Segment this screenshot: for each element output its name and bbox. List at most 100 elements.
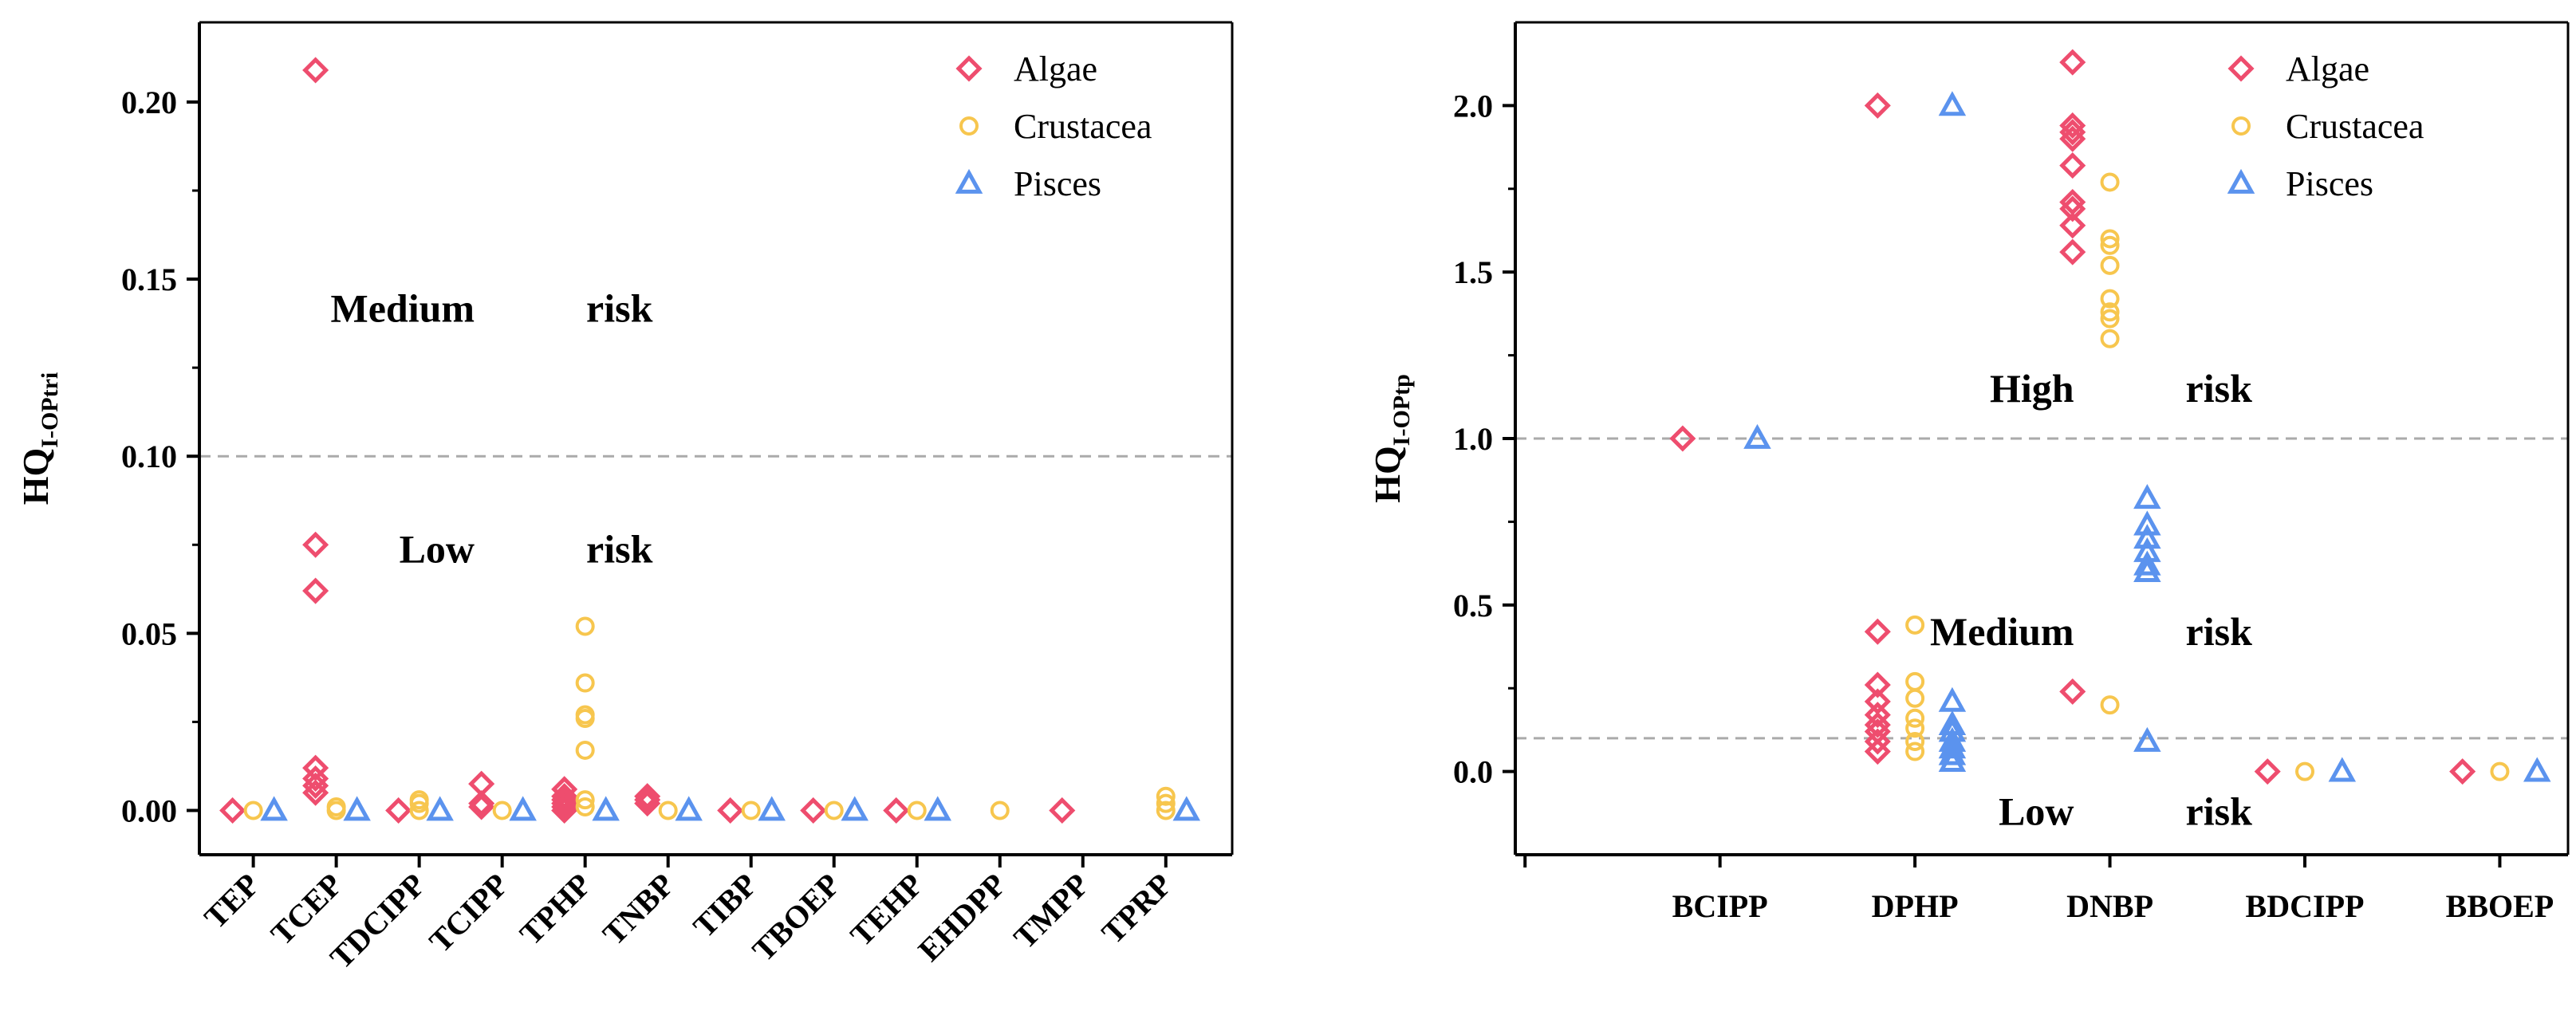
legend-marker-algae [2227, 55, 2255, 82]
data-point-crustacea [2100, 255, 2120, 275]
y-tick-label: 1.0 [1453, 421, 1493, 457]
y-tick-label: 0.0 [1453, 754, 1493, 790]
data-point-pisces [260, 796, 288, 821]
legend-marker-algae [955, 55, 983, 82]
data-point-algae [468, 793, 495, 820]
data-point-crustacea [2100, 235, 2120, 255]
risk-zone-label: Low [400, 526, 475, 571]
data-point-crustacea [2100, 172, 2120, 192]
data-point-algae [551, 793, 578, 820]
y-tick-label: 2.0 [1453, 88, 1493, 124]
legend-label-crustacea: Crustacea [1014, 107, 1152, 146]
data-point-crustacea [2100, 302, 2120, 322]
data-point-pisces [426, 796, 454, 821]
data-point-crustacea [1905, 718, 1925, 738]
data-point-crustacea [326, 801, 346, 820]
x-tick-label: DPHP [1872, 888, 1959, 924]
data-point-algae [385, 797, 412, 824]
data-point-pisces [1938, 746, 1967, 772]
x-tick-label: TEP [197, 867, 266, 936]
risk-zone-label: risk [2186, 366, 2253, 411]
data-point-algae [302, 765, 329, 793]
legend-label-algae: Algae [2286, 49, 2369, 89]
y-tick-label: 0.00 [121, 793, 177, 828]
data-point-algae [302, 577, 329, 604]
data-point-algae [634, 783, 661, 810]
y-tick-label: 0.15 [121, 262, 177, 297]
data-point-algae [2449, 758, 2476, 785]
data-point-pisces [1938, 734, 1967, 759]
risk-zone-label: Medium [331, 285, 475, 330]
data-point-pisces [2133, 557, 2161, 582]
data-point-pisces [2133, 726, 2161, 752]
data-point-algae [717, 797, 744, 824]
data-point-pisces [1743, 423, 1771, 449]
data-point-crustacea [1905, 708, 1925, 728]
data-point-crustacea [2295, 761, 2314, 781]
data-point-crustacea [575, 740, 595, 760]
risk-zone-label: risk [586, 526, 653, 571]
data-point-algae [302, 772, 329, 799]
data-point-algae [551, 786, 578, 813]
y-axis-title: HQI-OPtp [1367, 374, 1415, 503]
x-tick-label: TPHP [513, 867, 598, 952]
data-point-algae [800, 797, 827, 824]
data-point-algae [1864, 728, 1891, 755]
x-tick-label: BCIPP [1672, 888, 1768, 924]
data-point-algae [2059, 119, 2086, 146]
data-point-crustacea [1905, 671, 1925, 691]
data-point-crustacea [575, 790, 595, 810]
x-tick-label: BBOEP [2446, 888, 2554, 924]
data-point-algae [2059, 238, 2086, 266]
data-point-pisces [1938, 91, 1967, 116]
legend-marker-crustacea [959, 116, 979, 136]
data-point-algae [2059, 678, 2086, 705]
data-point-pisces [2523, 757, 2551, 782]
legend-label-pisces: Pisces [1014, 164, 1101, 203]
x-tick-label: TIBP [686, 867, 764, 945]
data-point-crustacea [907, 801, 927, 820]
data-point-crustacea [1905, 615, 1925, 635]
data-point-crustacea [741, 801, 761, 820]
data-point-algae [2059, 125, 2086, 152]
data-point-crustacea [2100, 289, 2120, 309]
risk-zone-label: risk [586, 285, 653, 330]
data-point-crustacea [2100, 695, 2120, 715]
data-point-crustacea [2100, 328, 2120, 348]
data-point-algae [1864, 618, 1891, 645]
right-chart-panel: 0.0 0.5 1.0 1.5 2.0 HQI-OPtp BCIPP DPHP DNBP BDCI… [1367, 21, 2570, 924]
data-point-crustacea [409, 790, 429, 810]
data-point-algae [2059, 49, 2086, 76]
x-tick-label: TPRP [1094, 867, 1179, 951]
data-point-crustacea [1156, 786, 1176, 806]
data-point-algae [302, 57, 329, 84]
data-point-crustacea [409, 801, 429, 820]
data-point-crustacea [1156, 793, 1176, 813]
risk-zone-label: risk [2186, 789, 2253, 833]
data-point-algae [1864, 738, 1891, 765]
y-axis-title: HQI-OPtri [15, 372, 63, 506]
data-point-pisces [924, 796, 951, 821]
data-point-algae [883, 797, 910, 824]
data-point-pisces [2133, 524, 2161, 549]
data-point-algae [468, 790, 495, 817]
data-point-crustacea [824, 801, 844, 820]
data-point-algae [1864, 92, 1891, 119]
data-point-crustacea [990, 801, 1010, 820]
data-point-crustacea [243, 801, 263, 820]
data-point-algae [634, 790, 661, 817]
data-point-pisces [2133, 484, 2161, 509]
data-point-algae [1864, 671, 1891, 698]
data-point-pisces [592, 796, 620, 821]
data-point-algae [2254, 758, 2281, 785]
x-tick-label: TMPP [1006, 867, 1096, 956]
data-point-algae [634, 786, 661, 813]
risk-zone-label: Low [1999, 789, 2074, 833]
data-point-pisces [2328, 757, 2357, 782]
data-point-algae [1864, 702, 1891, 729]
x-tick-label: TBOEP [745, 867, 847, 969]
data-point-pisces [2133, 510, 2161, 536]
data-point-algae [551, 790, 578, 817]
y-tick-label: 0.20 [121, 85, 177, 120]
